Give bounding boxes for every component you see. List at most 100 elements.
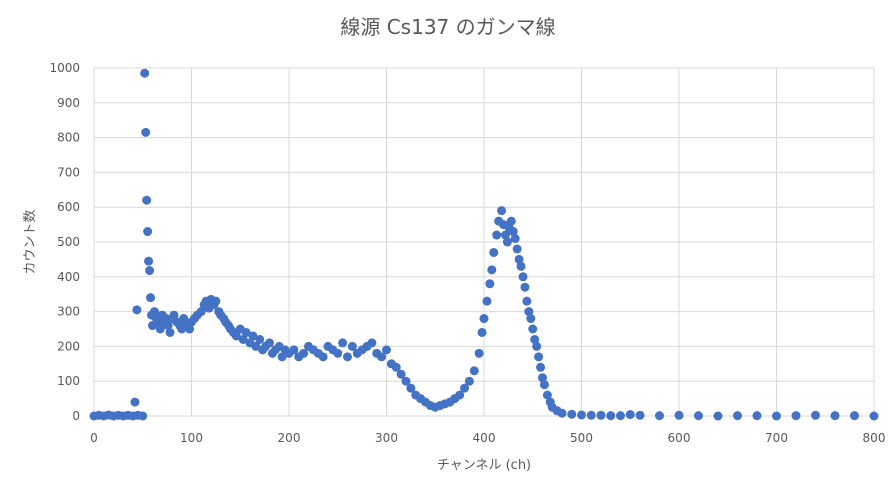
data-point <box>850 411 859 421</box>
data-point <box>401 376 411 386</box>
y-tick-label: 400 <box>57 270 80 284</box>
x-tick-label: 600 <box>668 431 691 445</box>
x-tick-label: 800 <box>863 431 886 445</box>
data-point <box>185 324 195 334</box>
data-point <box>455 390 465 400</box>
data-point <box>516 261 526 271</box>
data-point <box>518 272 528 282</box>
data-point <box>596 410 606 420</box>
x-tick-label: 0 <box>90 431 98 445</box>
data-point <box>752 411 762 421</box>
data-point <box>479 314 489 324</box>
data-point <box>265 338 274 348</box>
gridlines <box>93 67 875 417</box>
data-point <box>138 411 148 421</box>
data-point <box>142 195 152 205</box>
data-point <box>143 227 153 237</box>
data-point <box>141 127 151 137</box>
data-point <box>299 348 309 358</box>
data-point <box>144 256 154 266</box>
chart-title: 線源 Cs137 のガンマ線 <box>340 15 555 39</box>
data-point <box>510 234 520 244</box>
data-point <box>149 307 159 317</box>
data-point <box>557 408 567 418</box>
x-tick-label: 400 <box>473 431 496 445</box>
x-tick-label: 300 <box>375 431 398 445</box>
y-tick-label: 200 <box>57 339 80 353</box>
data-point <box>830 411 840 421</box>
data-point <box>567 409 577 419</box>
data-points <box>89 68 879 421</box>
data-point <box>343 352 352 362</box>
data-point <box>396 369 406 379</box>
data-point <box>524 307 534 317</box>
data-point <box>333 348 343 358</box>
data-point <box>132 305 142 315</box>
x-axis-ticks: 0 100 200 300 400 500 600 700 800 <box>90 431 885 445</box>
data-point <box>606 411 616 421</box>
data-point <box>791 411 801 421</box>
data-point <box>625 410 635 420</box>
x-axis-label: チャンネル (ch) <box>437 458 531 473</box>
data-point <box>869 411 879 421</box>
data-point <box>674 410 684 420</box>
x-tick-label: 100 <box>180 431 203 445</box>
data-point <box>489 247 499 257</box>
data-point <box>497 206 507 216</box>
data-point <box>474 348 484 358</box>
data-point <box>487 265 497 275</box>
data-point <box>542 390 552 400</box>
data-point <box>163 321 173 331</box>
data-point <box>586 410 596 420</box>
y-tick-label: 100 <box>57 374 80 388</box>
y-axis-ticks: 0 100 200 300 400 500 600 700 800 900 1000 <box>49 61 80 423</box>
data-point <box>538 373 547 383</box>
data-point <box>539 380 549 390</box>
x-tick-label: 200 <box>278 431 301 445</box>
data-point <box>536 362 546 372</box>
data-point <box>347 341 357 351</box>
y-tick-label: 0 <box>72 409 80 423</box>
data-point <box>155 324 165 334</box>
data-point <box>460 383 469 393</box>
y-tick-label: 500 <box>57 235 80 249</box>
data-point <box>469 366 479 376</box>
data-point <box>616 411 625 421</box>
data-point <box>464 376 474 386</box>
data-point <box>241 327 251 337</box>
data-point <box>211 296 221 306</box>
data-point <box>522 296 532 306</box>
data-point <box>248 331 258 341</box>
y-tick-label: 1000 <box>49 61 80 75</box>
data-point <box>655 411 664 421</box>
data-point <box>338 338 348 348</box>
data-point <box>367 338 377 348</box>
data-point <box>377 352 387 362</box>
data-point <box>506 216 516 226</box>
x-tick-label: 500 <box>570 431 593 445</box>
data-point <box>694 411 703 421</box>
data-point <box>251 341 261 351</box>
data-point <box>514 254 524 264</box>
data-point <box>811 410 820 420</box>
data-point <box>406 383 416 393</box>
data-point <box>165 327 175 337</box>
y-tick-label: 700 <box>57 165 80 179</box>
data-point <box>733 411 742 421</box>
data-point <box>534 352 544 362</box>
x-tick-label: 700 <box>765 431 788 445</box>
data-point <box>500 230 510 240</box>
data-point <box>231 331 241 341</box>
y-tick-label: 800 <box>57 131 80 145</box>
data-point <box>532 341 542 351</box>
data-point <box>772 411 781 421</box>
data-point <box>508 227 518 237</box>
y-axis-label: カウント数 <box>23 209 38 274</box>
data-point <box>530 334 540 344</box>
data-point <box>482 296 492 306</box>
data-point <box>485 279 495 289</box>
data-point <box>179 314 189 324</box>
data-point <box>391 362 401 372</box>
data-point <box>477 327 487 337</box>
